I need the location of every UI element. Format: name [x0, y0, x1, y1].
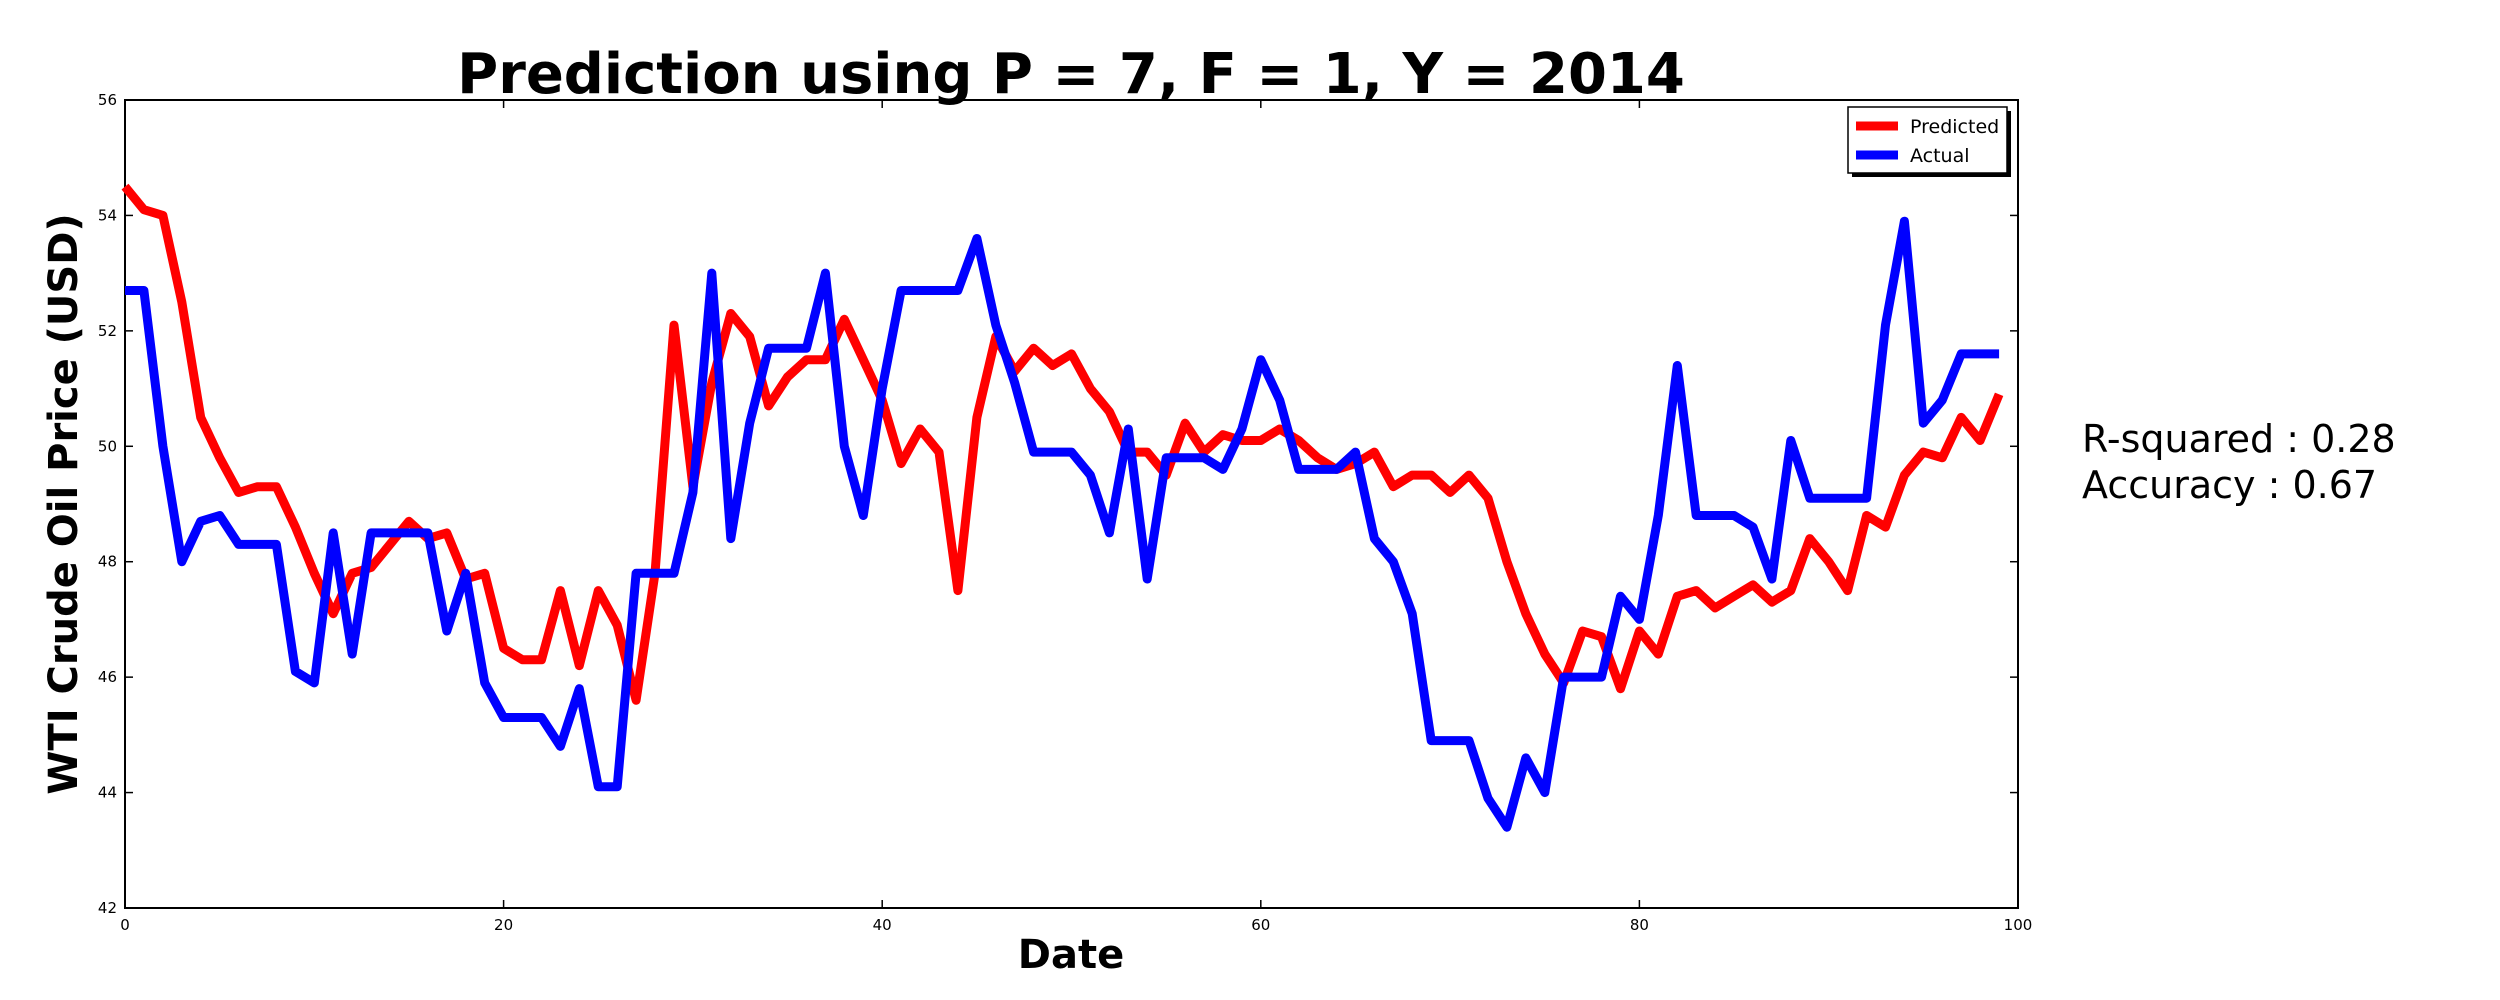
- y-tick-label: 50: [98, 437, 117, 455]
- y-tick-label: 54: [98, 206, 117, 224]
- x-tick-label: 80: [1630, 916, 1649, 934]
- r-squared-value: R-squared : 0.28: [2082, 417, 2396, 461]
- accuracy-value: Accuracy : 0.67: [2082, 463, 2378, 507]
- legend: Predicted Actual: [1847, 106, 2011, 177]
- x-tick-label: 60: [1251, 916, 1270, 934]
- y-tick-label: 52: [98, 322, 117, 340]
- y-tick-label: 42: [98, 899, 117, 917]
- y-tick-label: 46: [98, 668, 117, 686]
- model-stats: R-squared : 0.28 Accuracy : 0.67: [2082, 416, 2396, 508]
- y-tick-label: 44: [98, 784, 117, 802]
- legend-box: [1847, 106, 2008, 174]
- series-lines: [121, 183, 2004, 832]
- chart-title: Prediction using P = 7, F = 1, Y = 2014: [457, 42, 1685, 107]
- x-tick-label: 0: [120, 916, 130, 934]
- plot-area: [124, 99, 2019, 909]
- legend-label-predicted: Predicted: [1910, 116, 1999, 138]
- y-tick-label: 48: [98, 553, 117, 571]
- x-tick-label: 40: [873, 916, 892, 934]
- x-axis-label: Date: [1018, 932, 1124, 978]
- x-tick-label: 100: [2004, 916, 2033, 934]
- legend-label-actual: Actual: [1910, 145, 1970, 167]
- y-axis: 42 44 46 48 50 52 54 56: [98, 91, 2018, 917]
- y-axis-label: WTI Crude Oil Price (USD): [41, 213, 87, 794]
- x-axis: 0 20 40 60 80 100: [120, 100, 2032, 934]
- x-tick-label: 20: [494, 916, 513, 934]
- series-line-predicted: [121, 183, 2004, 705]
- series-line-actual: [125, 216, 2000, 832]
- y-tick-label: 56: [98, 91, 117, 109]
